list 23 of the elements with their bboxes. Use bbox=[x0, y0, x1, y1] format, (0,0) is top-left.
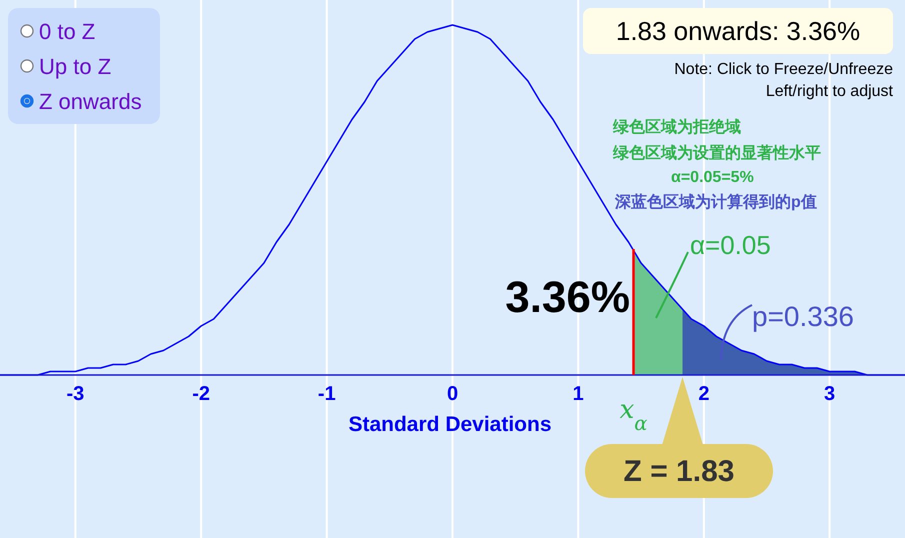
annotation: p=0.336 bbox=[752, 301, 854, 332]
x-tick-label: 3 bbox=[824, 383, 836, 405]
annotation: Left/right to adjust bbox=[766, 83, 894, 100]
x-tick-label: 2 bbox=[698, 383, 710, 405]
annotation: Note: Click to Freeze/Unfreeze bbox=[674, 61, 894, 78]
x-tick-label: 0 bbox=[446, 383, 458, 405]
annotation: Z = 1.83 bbox=[624, 455, 734, 488]
annotation: 1.83 onwards: 3.36% bbox=[616, 16, 860, 46]
annotation: Z onwards bbox=[39, 89, 142, 114]
annotation: α=0.05 bbox=[690, 230, 771, 260]
annotation: 3.36% bbox=[505, 273, 630, 322]
annotation: 绿色区域为拒绝域 bbox=[612, 118, 741, 136]
x-tick-label: -1 bbox=[318, 383, 336, 405]
x-tick-label: -2 bbox=[192, 383, 210, 405]
annotation: 绿色区域为设置的显著性水平 bbox=[612, 144, 821, 162]
ref-line-label: x$_{α}$ bbox=[620, 395, 648, 434]
annotation: Up to Z bbox=[39, 54, 112, 79]
annotation: α=0.05=5% bbox=[671, 169, 754, 186]
annotation: 深蓝色区域为计算得到的p值 bbox=[614, 193, 817, 211]
x-axis-title: Standard Deviations bbox=[348, 413, 552, 436]
x-tick-label: 1 bbox=[572, 383, 584, 405]
annotation: 0 to Z bbox=[39, 19, 96, 44]
x-tick-label: -3 bbox=[66, 383, 84, 405]
